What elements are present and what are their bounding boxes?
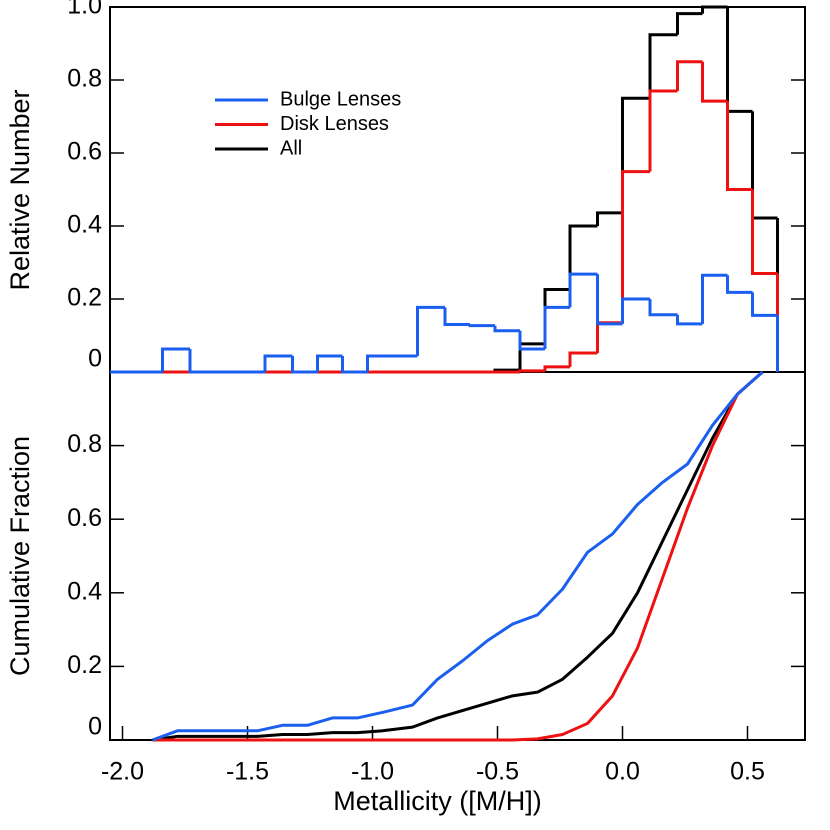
hist-step [726, 275, 753, 294]
hist-step [621, 170, 650, 323]
hist-step [568, 351, 598, 367]
y-axis-title: Cumulative Fraction [5, 436, 35, 676]
cumulative-line [152, 370, 764, 742]
hist-step [726, 7, 753, 113]
hist-step [751, 189, 778, 275]
cumulative-line [151, 370, 764, 742]
legend-label: All [280, 137, 302, 159]
hist-step [621, 297, 650, 324]
hist-step [543, 365, 570, 371]
hist-step [648, 299, 678, 317]
x-tick-label: -0.5 [476, 758, 519, 786]
x-tick-label: 0.5 [730, 758, 765, 786]
hist-step [676, 12, 703, 35]
y-tick-label: 0 [88, 713, 102, 741]
hist-step [648, 89, 678, 172]
x-axis-title: Metallicity ([M/H]) [333, 786, 542, 816]
hist-step [596, 211, 623, 226]
legend-label: Disk Lenses [280, 113, 389, 135]
hist-step [161, 347, 190, 372]
hist-step [366, 354, 393, 372]
x-tick-label: -1.0 [351, 758, 394, 786]
hist-step [596, 321, 623, 354]
y-tick-label: 0.2 [67, 284, 102, 312]
y-tick-label: 0.6 [67, 138, 102, 166]
x-tick-label: -2.0 [101, 758, 144, 786]
hist-step [676, 314, 703, 326]
hist-step [676, 60, 703, 91]
hist-step [568, 224, 598, 290]
y-tick-label: 0.2 [67, 651, 102, 679]
hist-step [543, 305, 570, 350]
hist-step [726, 101, 753, 191]
y-tick-label: 0.8 [67, 65, 102, 93]
cumulative-line [152, 370, 764, 742]
hist-step [341, 355, 368, 374]
y-axis-title: Relative Number [5, 89, 35, 290]
hist-step [751, 111, 778, 220]
hist-step [416, 305, 445, 356]
hist-step [648, 33, 678, 99]
hist-step [751, 292, 778, 317]
hist-step [596, 274, 623, 326]
y-tick-label: 0 [88, 345, 102, 373]
hist-step [701, 273, 728, 324]
x-tick-label: -1.5 [226, 758, 269, 786]
hist-step [493, 325, 520, 333]
legend-label: Bulge Lenses [280, 88, 401, 110]
y-tick-label: 1.0 [67, 0, 102, 20]
hist-step [568, 272, 598, 308]
hist-step [518, 369, 545, 373]
hist-step [701, 61, 728, 103]
hist-step [316, 354, 343, 372]
y-tick-label: 0.6 [67, 504, 102, 532]
y-tick-label: 0.4 [67, 211, 102, 239]
hist-step [291, 355, 318, 374]
hist-step [518, 330, 545, 351]
x-tick-label: 0.0 [605, 758, 640, 786]
hist-step [701, 5, 728, 14]
hist-step [543, 288, 570, 344]
hist-step [263, 354, 293, 372]
hist-step [443, 307, 470, 327]
y-tick-label: 0.4 [67, 577, 102, 605]
hist-step [188, 349, 215, 374]
y-tick-label: 0.8 [67, 430, 102, 458]
hist-step [621, 96, 650, 213]
hist-step [468, 324, 495, 328]
